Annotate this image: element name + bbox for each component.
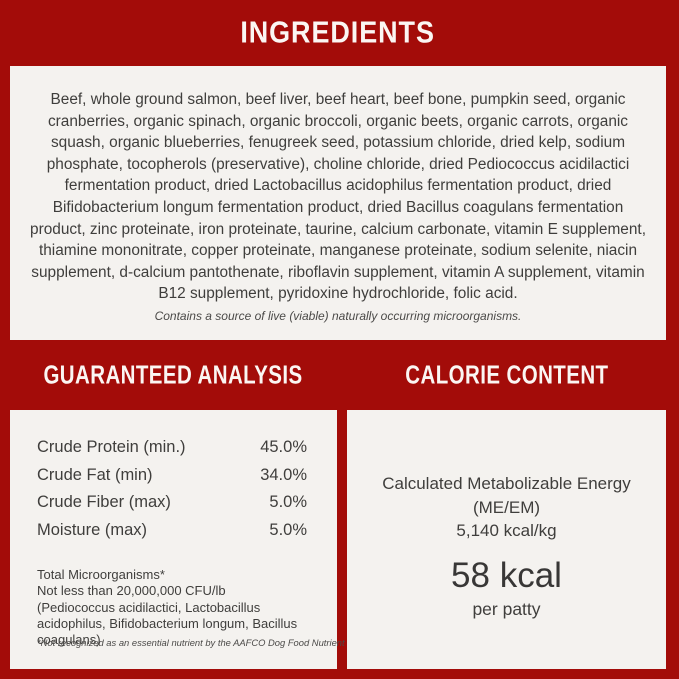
microorganisms-block: Total Microorganisms* Not less than 20,0… (37, 567, 307, 648)
table-row: Crude Fiber (max) 5.0% (37, 489, 307, 517)
analysis-label: Crude Protein (min.) (37, 438, 186, 456)
table-row: Crude Protein (min.) 45.0% (37, 434, 307, 462)
analysis-label: Moisture (max) (37, 520, 148, 539)
guaranteed-analysis-panel: Crude Protein (min.) 45.0% Crude Fat (mi… (10, 410, 381, 669)
guaranteed-analysis-title: GUARANTEED ANALYSIS (43, 359, 304, 390)
kcal-per-patty-value: 58 kcal (451, 555, 562, 595)
ingredients-header-band: INGREDIENTS (10, 0, 666, 66)
analysis-label: Crude Fat (min) (37, 465, 153, 484)
analysis-value: 5.0% (269, 493, 307, 511)
microorganisms-detail: Not less than 20,000,000 CFU/lb (Pedioco… (37, 583, 298, 648)
ingredients-panel: Beef, whole ground salmon, beef liver, b… (10, 66, 666, 340)
guaranteed-analysis-header-band: GUARANTEED ANALYSIS (10, 340, 337, 410)
microorganisms-title: Total Microorganisms* (37, 567, 165, 582)
analysis-value: 34.0% (260, 465, 307, 484)
analysis-label: Crude Fiber (max) (37, 493, 171, 511)
viable-microorganisms-note: Contains a source of live (viable) natur… (154, 308, 522, 323)
metabolizable-energy-label: Calculated Metabolizable Energy (ME/EM) (382, 474, 631, 517)
analysis-value: 45.0% (260, 438, 307, 456)
analysis-value: 5.0% (269, 520, 307, 539)
calorie-content-title: CALORIE CONTENT (404, 359, 609, 390)
table-row: Crude Fat (min) 34.0% (37, 462, 307, 490)
ingredients-title: INGREDIENTS (240, 15, 436, 50)
kcal-per-patty-unit: per patty (472, 598, 541, 619)
table-row: Moisture (max) 5.0% (37, 517, 307, 545)
aafco-footnote: *Not recognized as an essential nutrient… (37, 637, 382, 648)
calorie-content-panel: Calculated Metabolizable Energy (ME/EM) … (347, 410, 666, 669)
analysis-table: Crude Protein (min.) 45.0% Crude Fat (mi… (37, 434, 307, 544)
kcal-per-kg-value: 5,140 kcal/kg (456, 521, 557, 540)
ingredients-text: Beef, whole ground salmon, beef liver, b… (30, 91, 646, 303)
calorie-content-header-band: CALORIE CONTENT (347, 340, 666, 410)
